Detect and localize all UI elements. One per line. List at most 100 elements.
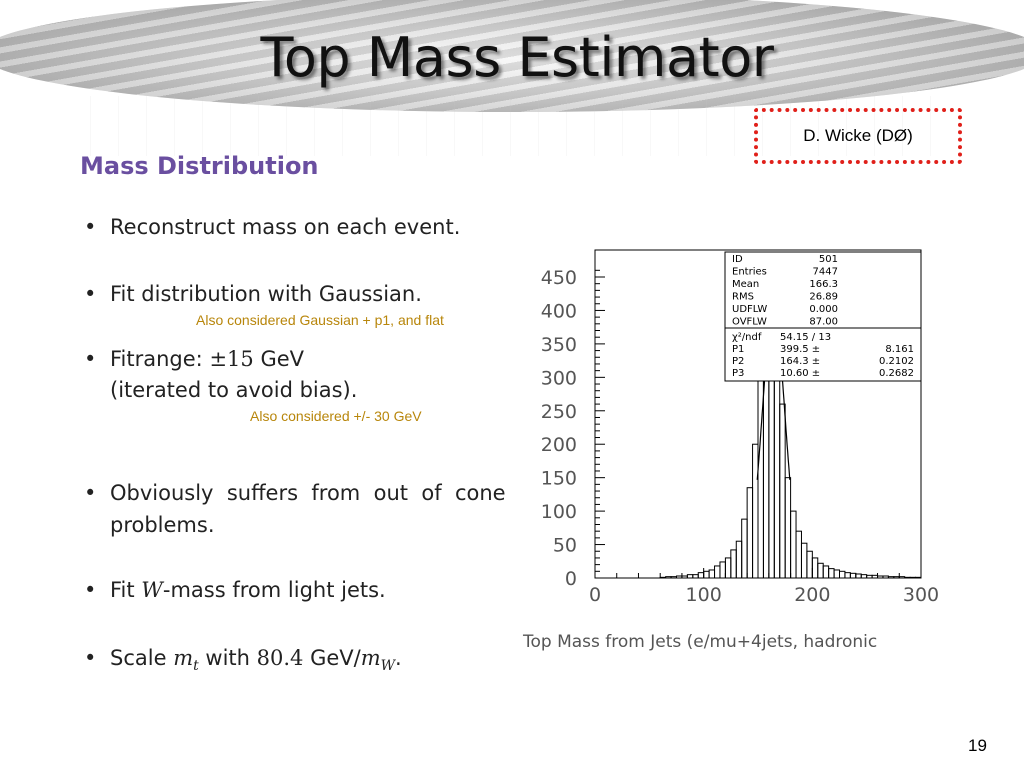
histogram-bar — [898, 576, 906, 579]
histogram-bar — [708, 569, 716, 579]
histogram-bar — [817, 562, 824, 579]
histogram-bar — [730, 549, 737, 579]
y-tick-label: 200 — [541, 434, 577, 456]
y-tick-label: 350 — [541, 334, 577, 356]
stats-label: UDFLW — [732, 304, 767, 315]
bullet-4-text: Obviously suffers from out of cone — [110, 481, 506, 505]
histogram-bar — [828, 568, 835, 579]
y-tick-label: 0 — [565, 568, 577, 590]
fit-label: P1 — [732, 344, 744, 355]
histogram-bar — [844, 572, 851, 579]
stats-label: ID — [732, 254, 743, 265]
y-tick-label: 300 — [541, 367, 577, 389]
histogram-bar — [915, 576, 922, 579]
b6-prefix: Scale — [110, 646, 174, 670]
title-banner — [0, 0, 1024, 112]
fit-error: 8.161 — [885, 344, 914, 355]
b5-suffix: -mass from light jets. — [162, 578, 386, 602]
histogram-bar — [806, 550, 813, 579]
fit-value: 10.60 ± — [780, 368, 820, 379]
bullet-dot: • — [84, 578, 97, 602]
y-tick-label: 100 — [541, 501, 577, 523]
y-tick-label: 50 — [553, 535, 577, 557]
fit-value: 164.3 ± — [780, 356, 820, 367]
histogram-bar — [882, 575, 889, 579]
stats-box: ID 501 Entries 7447 Mean 166.3 RMS 26.89 UDFLW 0.… — [724, 251, 922, 382]
y-tick-label: 400 — [541, 300, 577, 322]
b6-mid: with — [198, 646, 257, 670]
stats-value: 87.00 — [809, 317, 838, 328]
histogram-bar — [790, 510, 797, 579]
histogram-bar — [719, 561, 726, 579]
fit-label: P2 — [732, 356, 744, 367]
stats-value: 501 — [819, 254, 838, 265]
histogram-bar — [670, 576, 677, 579]
bullet-3-line2-text: (iterated to avoid bias). — [110, 378, 358, 402]
author-box: D. Wicke (DØ) — [754, 108, 962, 164]
stats-value: 7447 — [813, 267, 838, 278]
histogram-bar — [681, 575, 688, 579]
bullet-dot: • — [84, 282, 97, 306]
histogram-bar — [871, 574, 879, 579]
histogram-bar — [904, 576, 911, 579]
bullet-6-text: Scale mt with 80.4 GeV/mW. — [110, 643, 402, 682]
histogram-bar — [795, 530, 802, 579]
stats-value: 26.89 — [809, 292, 838, 303]
histogram-bar — [784, 477, 792, 579]
histogram-bar — [909, 576, 917, 579]
bullet-dot: • — [84, 481, 97, 505]
banner-texture — [90, 96, 950, 156]
histogram-bar — [800, 542, 808, 579]
bullet-3-text: Fitrange: ±15 GeV — [110, 344, 304, 375]
bullet-2-text: Fit distribution with Gaussian. — [110, 282, 422, 306]
stats-value: 166.3 — [809, 279, 838, 290]
histogram-bar — [893, 576, 900, 579]
histogram-bar — [752, 443, 759, 579]
y-tick-label: 150 — [541, 468, 577, 490]
note-range: Also considered +/- 30 GeV — [250, 408, 422, 424]
fit-value: 399.5 ± — [780, 344, 820, 355]
histogram-bar — [866, 574, 873, 579]
histogram-bar — [703, 570, 710, 579]
x-tick-label: 0 — [589, 584, 601, 606]
histogram-bar — [822, 565, 830, 579]
bullet-dot: • — [84, 215, 97, 239]
fit-label: χ²/ndf — [732, 332, 762, 343]
mt-symbol: m — [173, 646, 194, 670]
histogram-bar — [746, 487, 754, 579]
mw-symbol: m — [360, 646, 381, 670]
histogram-bar — [849, 572, 857, 579]
histogram-bar — [741, 518, 748, 579]
histogram-bar — [665, 576, 672, 579]
bullet-dot: • — [84, 646, 97, 670]
histogram-bar — [887, 576, 895, 579]
stats-label: Mean — [732, 279, 759, 290]
b5-prefix: Fit — [110, 578, 142, 602]
histogram-bar — [811, 557, 819, 579]
fit-error: 0.2682 — [879, 368, 914, 379]
bullet-1-text: Reconstruct mass on each event. — [110, 215, 461, 239]
y-tick-label: 250 — [541, 401, 577, 423]
x-axis-label: Top Mass from Jets (e/mu+4jets, hadronic — [522, 632, 877, 652]
slide-title: Top Mass Estimator — [260, 26, 774, 89]
mw-subscript: W — [380, 658, 396, 675]
histogram-bar — [692, 574, 699, 579]
stats-label: OVFLW — [732, 317, 767, 328]
w-symbol: W — [141, 578, 163, 602]
histogram-bar — [839, 570, 846, 579]
b6-unit: GeV/ — [303, 646, 361, 670]
stats-label: Entries — [732, 267, 767, 278]
x-tick-label: 100 — [686, 584, 722, 606]
x-tick-label: 300 — [903, 584, 939, 606]
stats-label: RMS — [732, 292, 754, 303]
bullet-5-text: Fit W-mass from light jets. — [110, 575, 386, 606]
histogram-bar — [676, 575, 683, 579]
fitrange-unit: GeV — [253, 347, 304, 371]
b6-end: . — [395, 646, 402, 670]
histogram-bar — [860, 574, 868, 579]
author-label: D. Wicke (DØ) — [803, 126, 913, 145]
mt-subscript: t — [193, 658, 199, 675]
fitrange-label: Fitrange: — [110, 347, 210, 371]
y-tick-label: 450 — [541, 267, 577, 289]
